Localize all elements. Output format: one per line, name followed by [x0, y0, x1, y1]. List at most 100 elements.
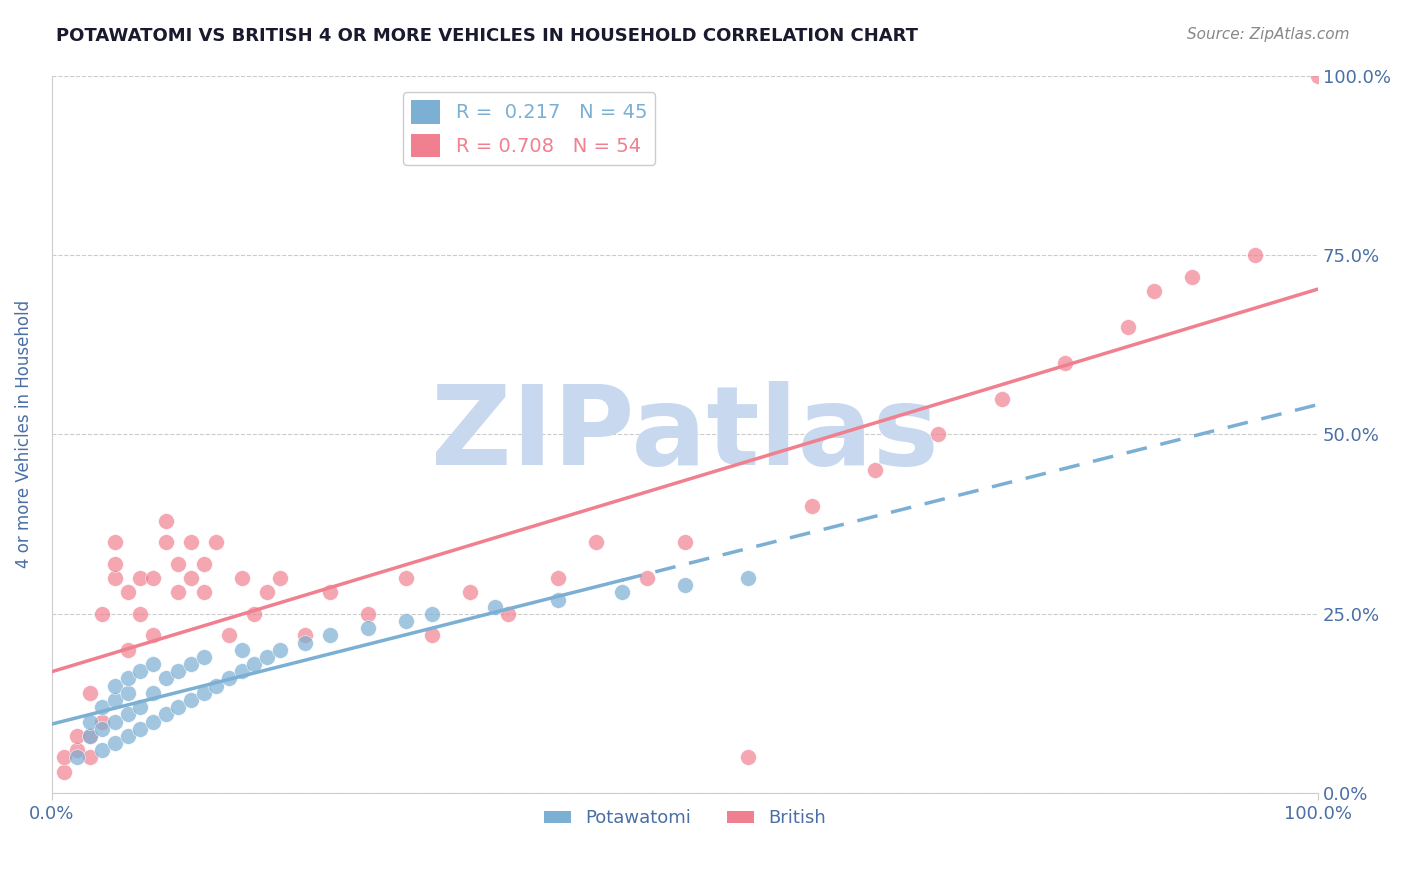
Point [104, 693, 127, 707]
Point [104, 736, 127, 750]
Point [395, 614, 418, 628]
Point [117, 585, 139, 599]
Point [155, 514, 177, 528]
Point [129, 571, 152, 585]
Point [218, 672, 240, 686]
Point [180, 693, 202, 707]
Point [117, 642, 139, 657]
Point [256, 585, 278, 599]
Point [129, 700, 152, 714]
Point [167, 557, 190, 571]
Point [104, 535, 127, 549]
Point [117, 686, 139, 700]
Point [673, 535, 696, 549]
Point [1116, 319, 1139, 334]
Point [737, 750, 759, 764]
Point [420, 628, 443, 642]
Point [420, 607, 443, 621]
Point [1180, 269, 1202, 284]
Point [231, 665, 253, 679]
Point [91, 607, 114, 621]
Point [294, 635, 316, 649]
Point [142, 628, 165, 642]
Point [91, 714, 114, 729]
Point [142, 714, 165, 729]
Point [193, 686, 215, 700]
Point [218, 628, 240, 642]
Text: POTAWATOMI VS BRITISH 4 OR MORE VEHICLES IN HOUSEHOLD CORRELATION CHART: POTAWATOMI VS BRITISH 4 OR MORE VEHICLES… [56, 27, 918, 45]
Point [927, 427, 949, 442]
Point [142, 571, 165, 585]
Point [585, 535, 607, 549]
Point [180, 657, 202, 672]
Point [319, 628, 342, 642]
Point [1308, 69, 1330, 83]
Point [66, 750, 89, 764]
Point [193, 650, 215, 665]
Point [79, 729, 101, 743]
Text: Source: ZipAtlas.com: Source: ZipAtlas.com [1187, 27, 1350, 42]
Point [269, 571, 291, 585]
Point [79, 714, 101, 729]
Point [117, 672, 139, 686]
Point [231, 571, 253, 585]
Point [1053, 356, 1076, 370]
Point [117, 729, 139, 743]
Point [104, 571, 127, 585]
Point [155, 707, 177, 722]
Point [231, 642, 253, 657]
Point [863, 463, 886, 477]
Point [357, 607, 380, 621]
Point [319, 585, 342, 599]
Point [395, 571, 418, 585]
Point [294, 628, 316, 642]
Text: ZIPatlas: ZIPatlas [432, 381, 939, 488]
Point [104, 679, 127, 693]
Point [117, 707, 139, 722]
Point [673, 578, 696, 592]
Point [547, 592, 569, 607]
Point [180, 535, 202, 549]
Point [104, 714, 127, 729]
Point [243, 657, 266, 672]
Point [66, 743, 89, 757]
Point [155, 672, 177, 686]
Point [167, 700, 190, 714]
Point [53, 764, 76, 779]
Point [79, 729, 101, 743]
Point [547, 571, 569, 585]
Point [91, 700, 114, 714]
Point [167, 665, 190, 679]
Point [205, 535, 228, 549]
Point [53, 750, 76, 764]
Point [66, 729, 89, 743]
Point [496, 607, 519, 621]
Point [79, 750, 101, 764]
Point [91, 722, 114, 736]
Point [458, 585, 481, 599]
Point [142, 657, 165, 672]
Point [243, 607, 266, 621]
Point [737, 571, 759, 585]
Legend: Potawatomi, British: Potawatomi, British [536, 802, 834, 835]
Point [636, 571, 658, 585]
Point [484, 599, 506, 614]
Point [155, 535, 177, 549]
Point [129, 722, 152, 736]
Point [180, 571, 202, 585]
Point [79, 686, 101, 700]
Point [357, 621, 380, 635]
Point [167, 585, 190, 599]
Point [610, 585, 633, 599]
Point [193, 557, 215, 571]
Point [1142, 284, 1164, 298]
Y-axis label: 4 or more Vehicles in Household: 4 or more Vehicles in Household [15, 301, 32, 568]
Point [104, 557, 127, 571]
Point [129, 665, 152, 679]
Point [990, 392, 1012, 406]
Point [269, 642, 291, 657]
Point [1243, 248, 1265, 262]
Point [129, 607, 152, 621]
Point [800, 500, 823, 514]
Point [193, 585, 215, 599]
